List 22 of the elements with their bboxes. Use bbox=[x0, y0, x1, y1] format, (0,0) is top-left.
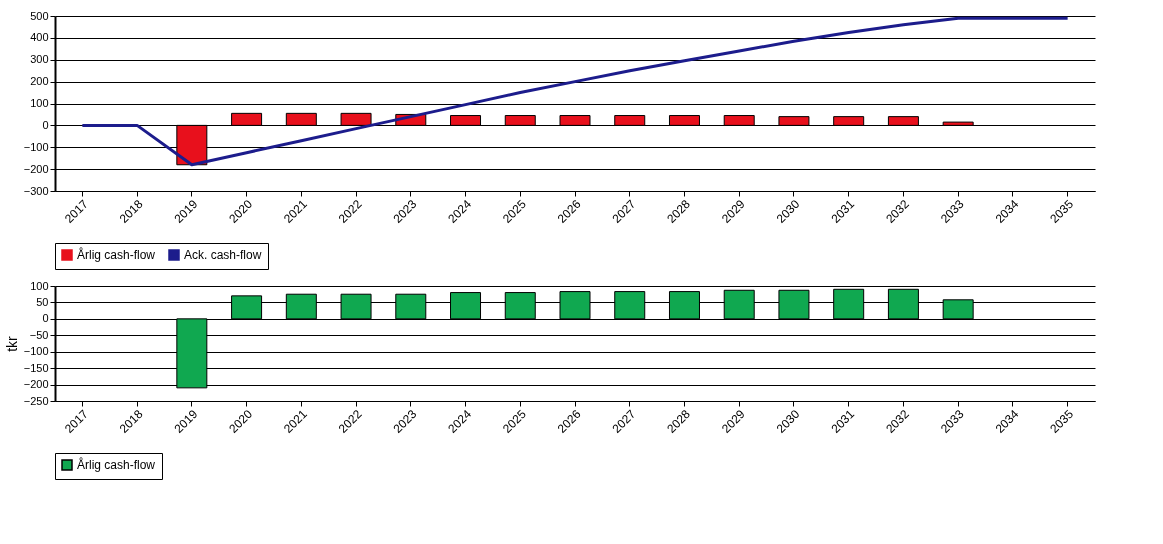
y-tick-label: −150 bbox=[23, 361, 49, 374]
y-tick-label: 400 bbox=[30, 31, 49, 44]
y-tick-label: 100 bbox=[30, 97, 49, 109]
y-tick-label: −200 bbox=[23, 162, 49, 175]
y-axis-title: tkr bbox=[3, 335, 20, 352]
line-series bbox=[80, 16, 1070, 167]
y-tick-label: 0 bbox=[42, 312, 49, 325]
y-tick-label: −100 bbox=[23, 140, 49, 153]
legend-label: Ack. cash-flow bbox=[184, 248, 262, 262]
y-tick-label: 300 bbox=[30, 53, 49, 66]
y-tick-label: 200 bbox=[30, 75, 49, 88]
y-tick-label: −250 bbox=[23, 394, 49, 407]
y-tick-label: −100 bbox=[23, 345, 49, 358]
y-tick-label: −300 bbox=[23, 184, 49, 197]
y-tick-label: 50 bbox=[36, 295, 49, 308]
legend-label: Årlig cash-flow bbox=[77, 247, 156, 262]
y-tick-label: −50 bbox=[29, 328, 49, 341]
y-tick-label: −200 bbox=[23, 378, 49, 391]
y-tick-label: 0 bbox=[42, 118, 49, 131]
legend-label: Årlig cash-flow bbox=[77, 457, 156, 472]
y-tick-label: 500 bbox=[30, 9, 49, 22]
y-tick-label: 100 bbox=[30, 279, 49, 292]
